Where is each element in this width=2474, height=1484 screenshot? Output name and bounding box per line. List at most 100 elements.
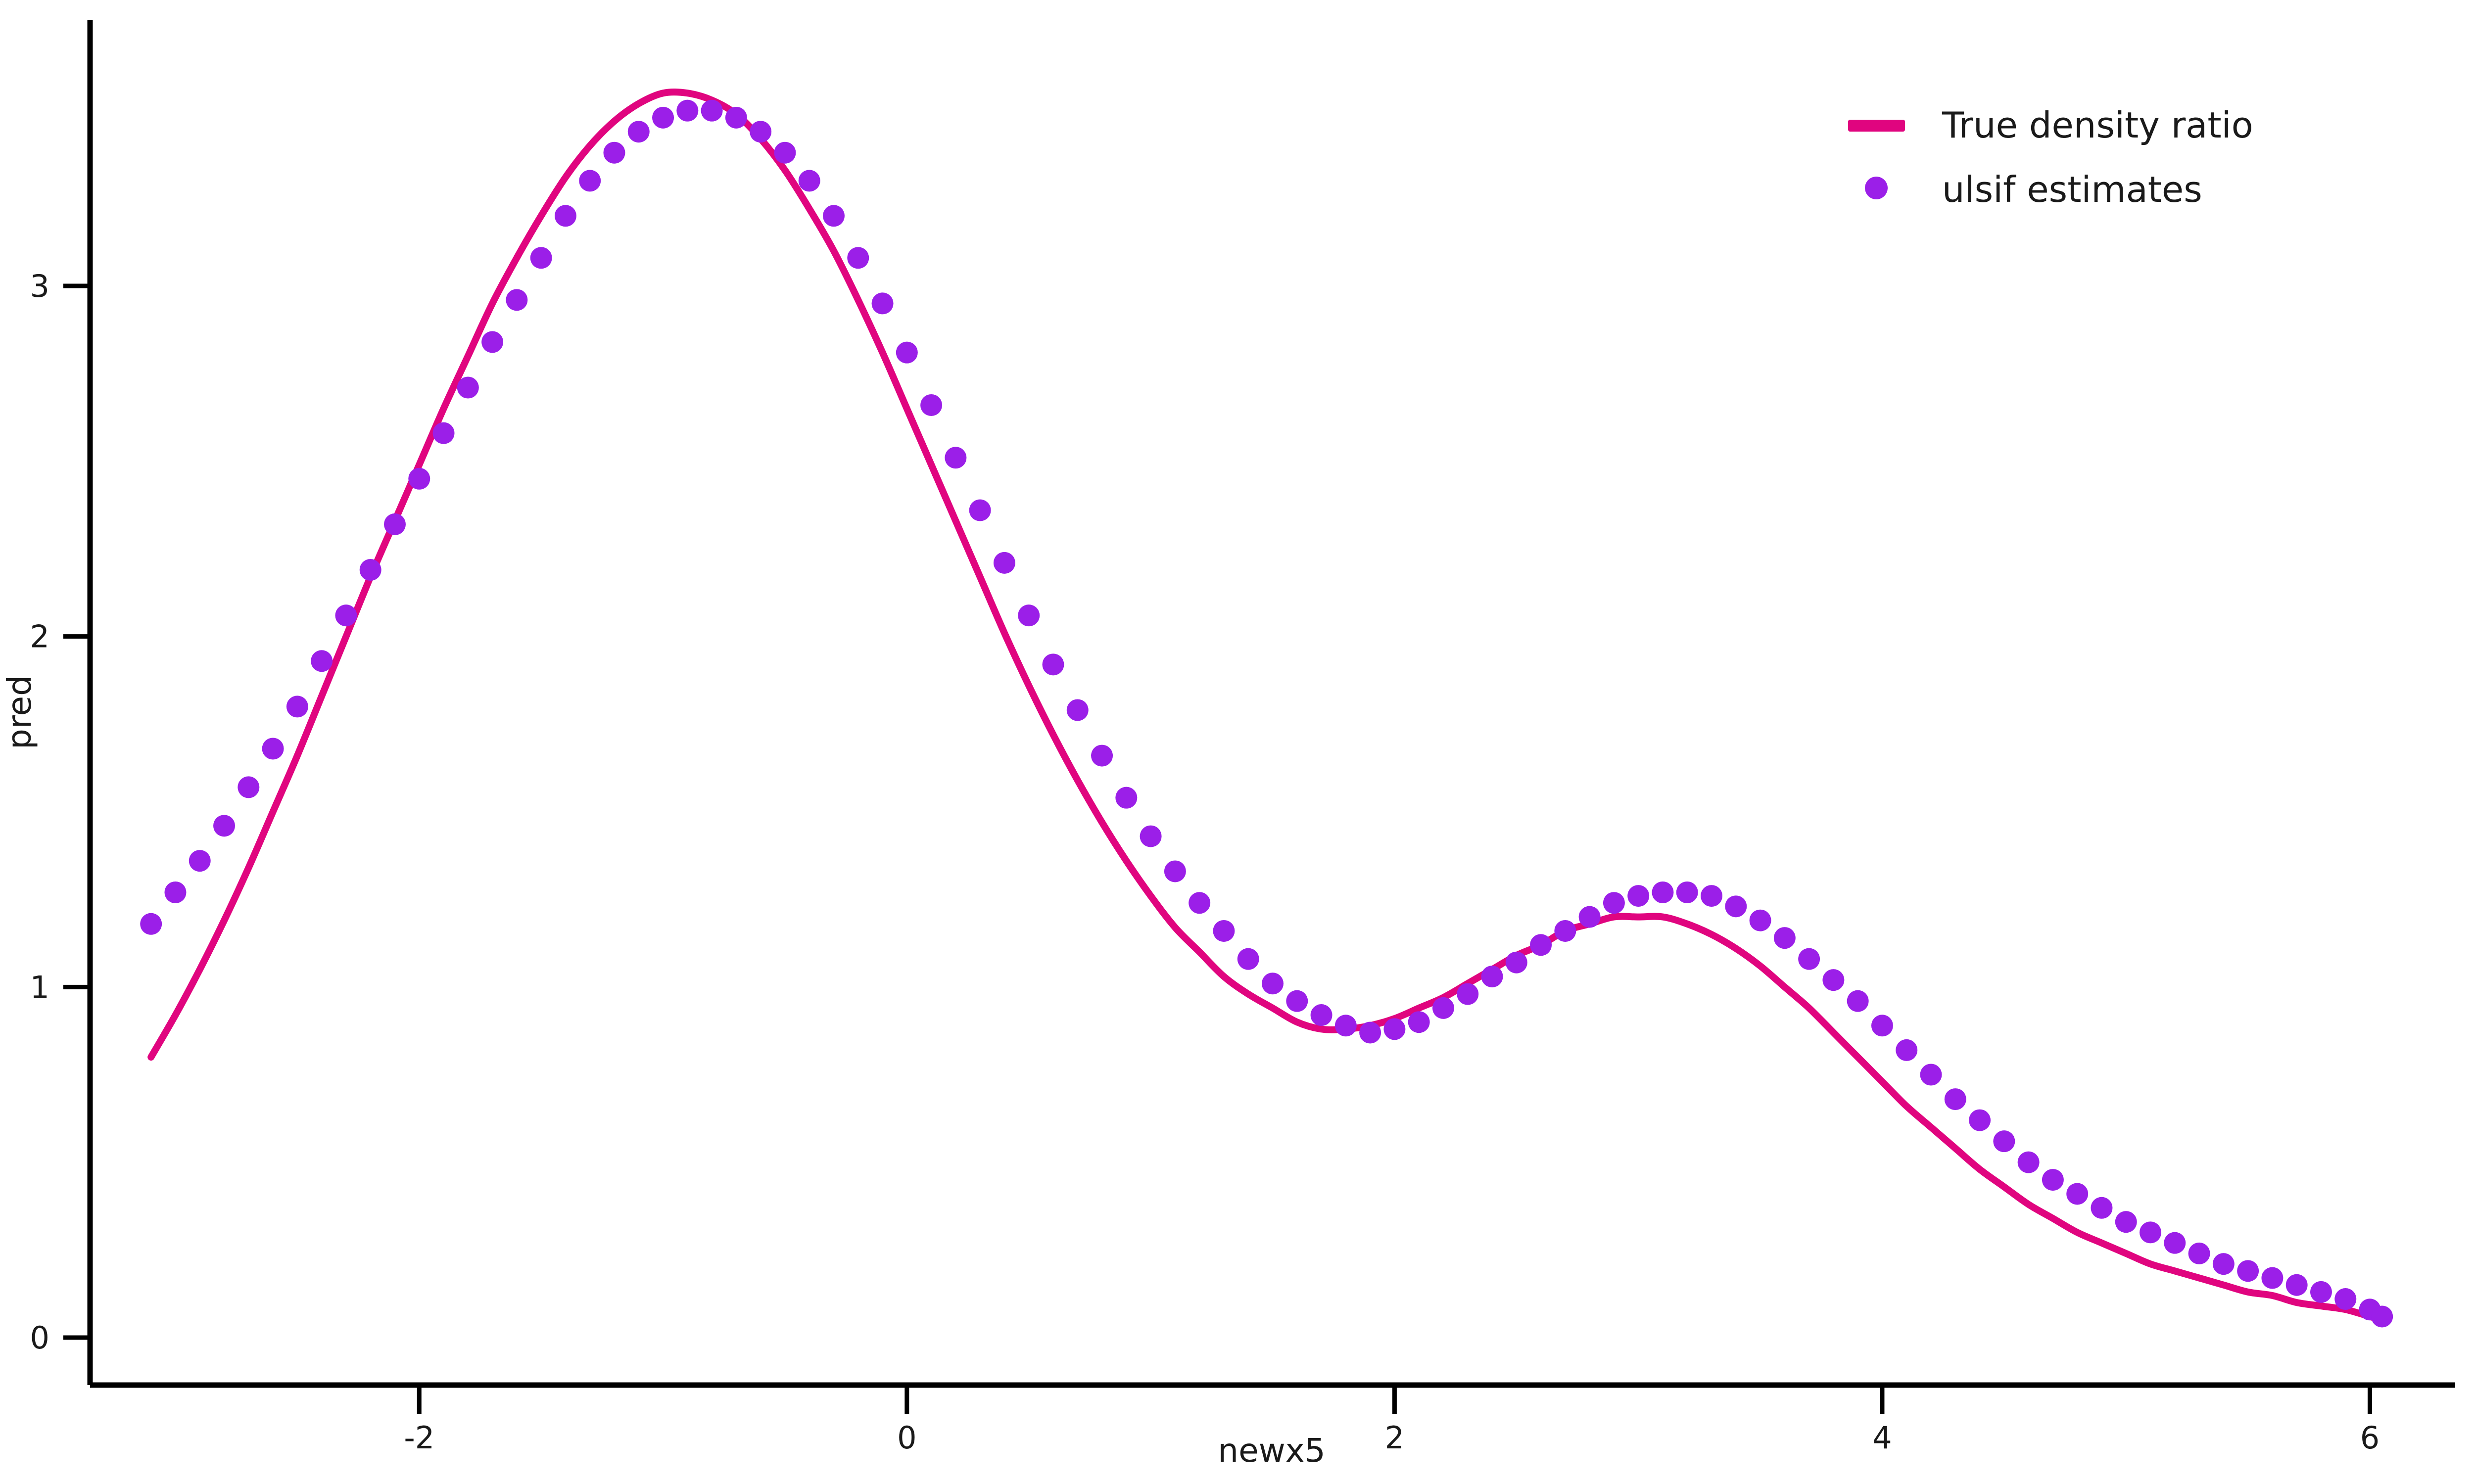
- ulsif-estimate-point: [1432, 997, 1454, 1019]
- ulsif-estimate-point: [2091, 1197, 2113, 1219]
- ulsif-estimate-point: [1140, 825, 1162, 847]
- ulsif-estimate-point: [1798, 948, 1820, 970]
- ulsif-estimate-point: [1286, 990, 1308, 1012]
- ulsif-estimate-point: [1408, 1011, 1430, 1033]
- ulsif-estimate-point: [1847, 990, 1869, 1012]
- ulsif-estimate-point: [262, 738, 284, 760]
- ulsif-estimate-point: [481, 331, 504, 353]
- ulsif-estimate-point: [1066, 699, 1089, 721]
- ulsif-estimate-point: [311, 650, 333, 672]
- ulsif-estimate-point: [627, 121, 650, 143]
- ulsif-estimate-point: [189, 850, 211, 872]
- legend-item-ulsif-estimates[interactable]: ulsif estimates: [1865, 169, 2202, 210]
- ulsif-estimate-point: [1505, 951, 1527, 974]
- ulsif-estimate-point: [1920, 1064, 1942, 1086]
- ulsif-estimate-point: [1359, 1021, 1381, 1044]
- ulsif-estimate-point: [1701, 885, 1723, 907]
- ulsif-estimate-point: [335, 604, 357, 627]
- ulsif-estimate-point: [1164, 860, 1186, 882]
- ulsif-estimate-point: [2017, 1151, 2040, 1173]
- true-density-ratio-curve: [147, 89, 2386, 1324]
- ulsif-estimate-point: [1676, 881, 1698, 903]
- ulsif-estimate-point: [457, 376, 479, 399]
- ulsif-estimate-point: [2115, 1211, 2137, 1233]
- ulsif-estimate-point: [1773, 927, 1796, 949]
- ulsif-estimate-point: [1091, 744, 1113, 767]
- ulsif-estimate-point: [1481, 966, 1503, 988]
- ulsif-estimate-point: [701, 99, 723, 122]
- ulsif-estimate-point: [579, 170, 601, 192]
- ulsif-estimate-point: [1530, 934, 1552, 956]
- legend-dot-swatch-icon: [1865, 177, 1888, 199]
- ulsif-estimate-point: [871, 292, 894, 315]
- ulsif-estimate-point: [1578, 906, 1601, 928]
- ulsif-estimates-points: [140, 99, 2393, 1328]
- legend-line-swatch-icon: [1848, 120, 1905, 132]
- ulsif-estimate-point: [1969, 1109, 1991, 1131]
- ulsif-estimate-point: [822, 205, 845, 227]
- legend-label-true-density-ratio: True density ratio: [1942, 104, 2253, 146]
- ulsif-estimate-point: [383, 513, 406, 535]
- ulsif-estimate-point: [432, 422, 455, 444]
- ulsif-estimate-point: [1213, 920, 1235, 942]
- ulsif-estimate-point: [1822, 969, 1845, 991]
- ulsif-estimate-point: [1383, 1018, 1406, 1040]
- legend: True density ratio ulsif estimates: [1848, 104, 2253, 210]
- y-tick-label: 2: [30, 619, 49, 655]
- ulsif-estimate-point: [2261, 1267, 2284, 1289]
- ulsif-estimate-point: [2285, 1274, 2308, 1296]
- ulsif-estimate-point: [2188, 1242, 2210, 1264]
- ulsif-estimate-point: [652, 106, 674, 129]
- legend-item-true-density-ratio[interactable]: True density ratio: [1848, 104, 2253, 146]
- ulsif-estimate-point: [1457, 983, 1479, 1005]
- ulsif-estimate-point: [408, 467, 430, 490]
- ulsif-estimate-point: [1334, 1015, 1357, 1037]
- ulsif-estimate-point: [1237, 948, 1259, 970]
- ulsif-estimate-point: [359, 559, 381, 581]
- ulsif-estimate-point: [1944, 1088, 1966, 1111]
- ulsif-estimate-point: [1652, 881, 1674, 903]
- x-tick-label: -2: [404, 1420, 434, 1456]
- ulsif-estimate-point: [1262, 973, 1284, 995]
- x-tick-label: 0: [897, 1420, 916, 1456]
- ulsif-estimate-point: [676, 99, 699, 122]
- x-axis-ticks: -2 0 2 4 6: [404, 1385, 2379, 1456]
- ulsif-estimate-point: [603, 141, 625, 164]
- ulsif-estimate-point: [993, 552, 1015, 574]
- ulsif-estimate-point: [1018, 604, 1040, 627]
- ulsif-estimate-point: [969, 499, 991, 521]
- ulsif-estimate-point: [238, 776, 260, 798]
- ulsif-estimate-point: [506, 289, 528, 311]
- ulsif-estimate-point: [2237, 1260, 2259, 1282]
- x-tick-label: 2: [1385, 1420, 1404, 1456]
- ulsif-estimate-point: [1627, 885, 1650, 907]
- ulsif-estimate-point: [2066, 1183, 2089, 1205]
- ulsif-estimate-point: [896, 341, 918, 364]
- ulsif-estimate-point: [920, 394, 943, 416]
- ulsif-estimate-point: [2164, 1232, 2186, 1254]
- ulsif-estimate-point: [554, 205, 576, 227]
- y-axis-title: pred: [0, 675, 39, 749]
- ulsif-estimate-point: [1042, 653, 1064, 676]
- ulsif-estimate-point: [1993, 1130, 2015, 1153]
- ulsif-estimate-point: [725, 106, 747, 129]
- x-tick-label: 6: [2360, 1420, 2379, 1456]
- true-density-ratio-line: [147, 89, 2386, 1324]
- ulsif-estimate-point: [286, 696, 308, 718]
- y-tick-label: 1: [30, 969, 49, 1005]
- ulsif-estimate-point: [530, 247, 552, 269]
- ulsif-estimate-point: [945, 447, 967, 469]
- ulsif-estimate-point: [1603, 892, 1625, 914]
- y-tick-label: 0: [30, 1320, 49, 1356]
- ulsif-estimate-point: [798, 170, 820, 192]
- ulsif-estimate-point: [1554, 920, 1576, 942]
- ulsif-estimate-point: [1896, 1039, 1918, 1061]
- ulsif-estimate-point: [2371, 1305, 2393, 1328]
- ulsif-estimate-point: [2212, 1253, 2235, 1275]
- ulsif-estimate-point: [1725, 895, 1747, 918]
- ulsif-estimate-point: [2042, 1169, 2064, 1191]
- ulsif-estimate-point: [1115, 787, 1138, 809]
